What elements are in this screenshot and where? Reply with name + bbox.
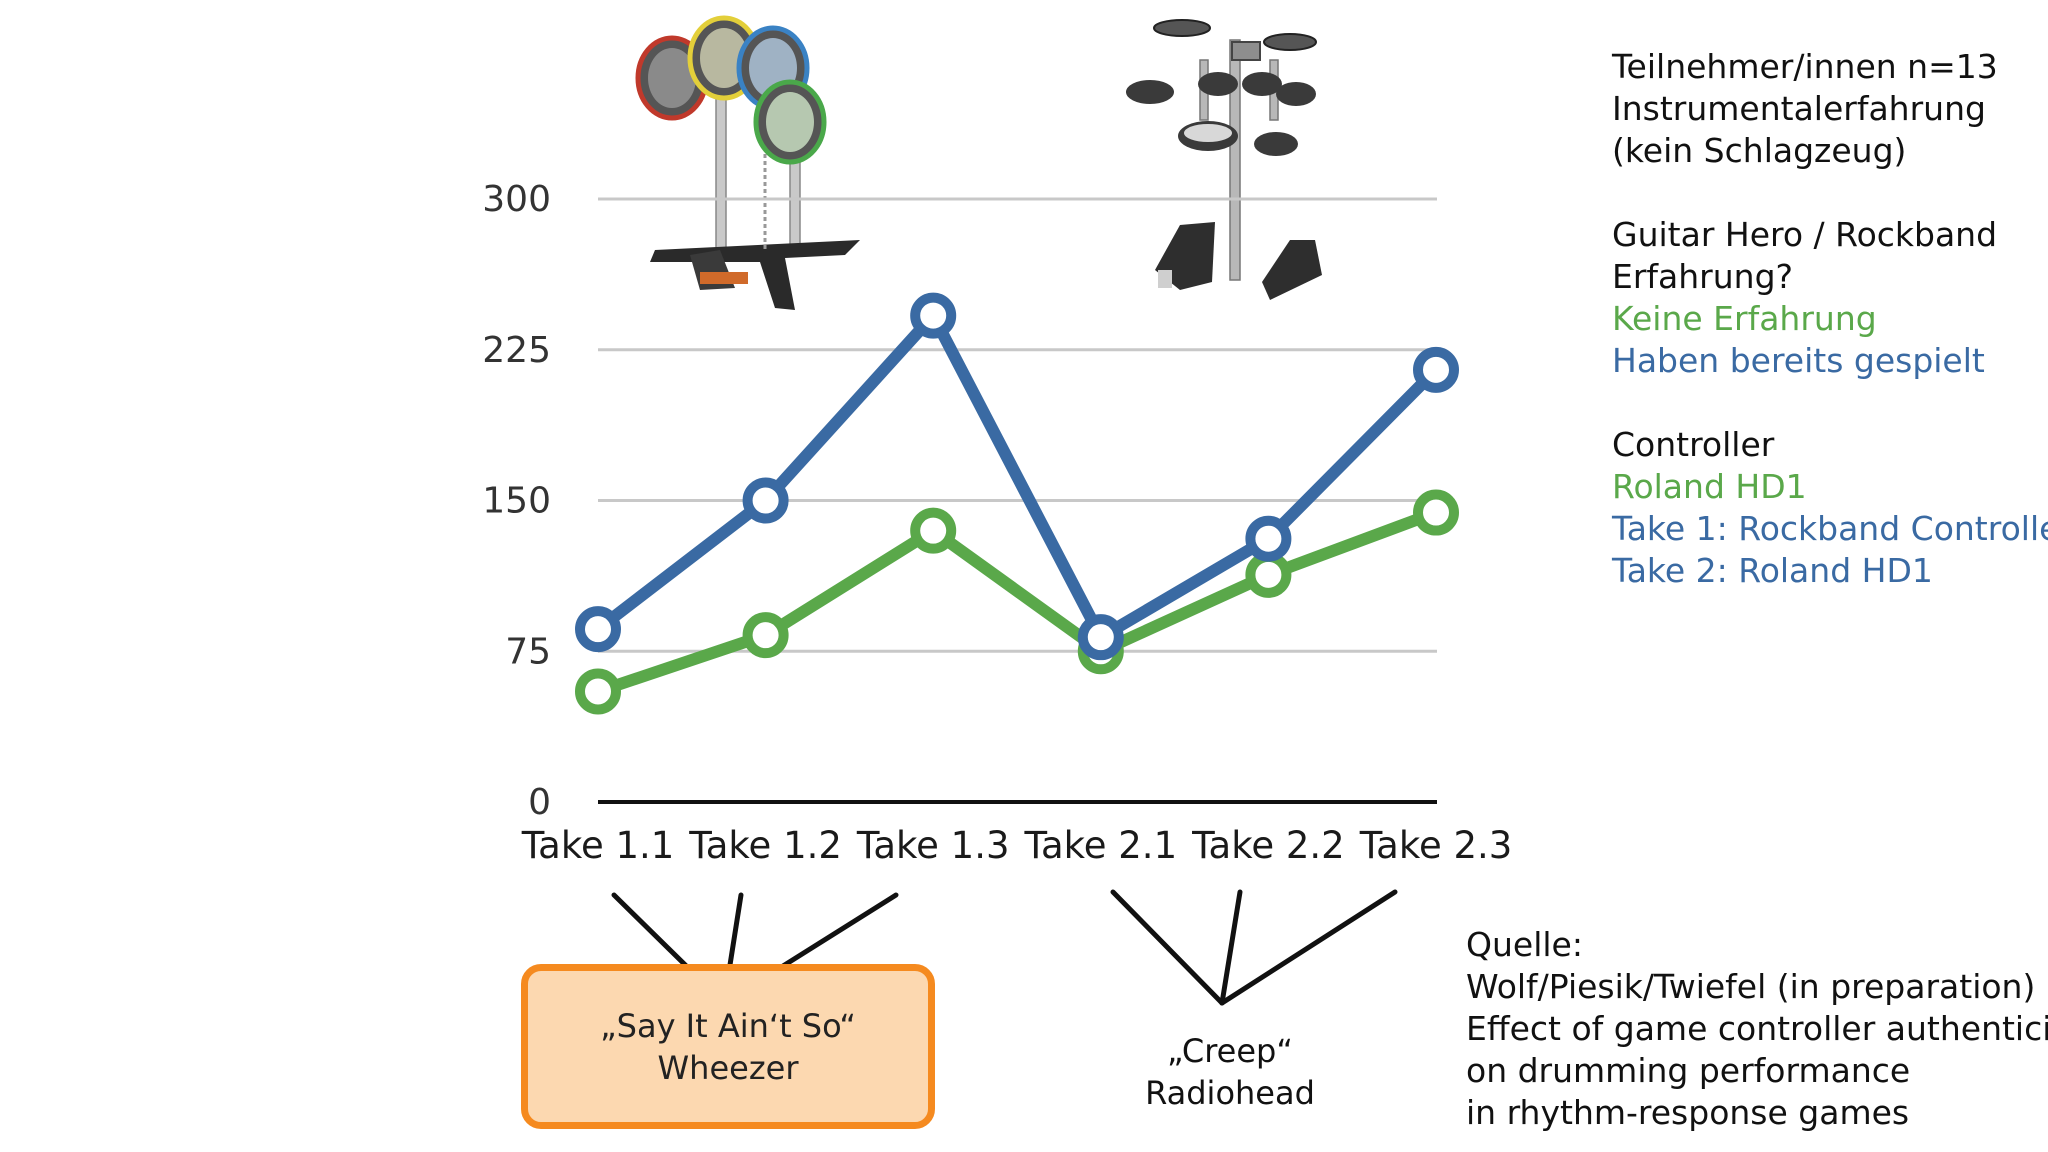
experience-green-entry: Keine Erfahrung xyxy=(1612,299,1877,338)
source-line-4: in rhythm-response games xyxy=(1466,1093,1910,1132)
data-point xyxy=(910,292,957,339)
participants-line-2: Instrumentalerfahrung xyxy=(1612,89,1986,128)
data-point xyxy=(575,606,621,653)
controller-green-entry: Roland HD1 xyxy=(1612,467,1807,506)
song1-highlight-box: „Say It Ain‘t So“ Wheezer xyxy=(521,964,935,1129)
data-point xyxy=(742,612,789,659)
toy-drum-controller-icon xyxy=(635,15,860,310)
y-tick-label: 0 xyxy=(528,782,551,823)
participants-line-1: Teilnehmer/innen n=13 xyxy=(1612,47,1998,86)
data-point xyxy=(1245,551,1292,598)
y-tick-label: 150 xyxy=(482,481,551,522)
data-point xyxy=(910,507,957,554)
song1-title: „Say It Ain‘t So“ xyxy=(600,1006,856,1045)
participants-line-3: (kein Schlagzeug) xyxy=(1612,131,1907,170)
song1-artist: Wheezer xyxy=(657,1048,799,1087)
x-axis-labels: Take 1.1 Take 1.2 Take 1.3 Take 2.1 Take 2.2… xyxy=(521,824,1513,867)
song2-connector-lines xyxy=(1110,889,1398,1006)
x-category-label: Take 1.1 xyxy=(521,824,675,867)
source-line-3: on drumming performance xyxy=(1466,1051,1911,1090)
x-category-label: Take 1.2 xyxy=(688,824,842,867)
song2-title: „Creep“ xyxy=(1167,1032,1293,1070)
data-point xyxy=(1077,614,1124,661)
x-category-label: Take 2.2 xyxy=(1191,824,1345,867)
experience-heading-1: Guitar Hero / Rockband xyxy=(1612,215,1998,254)
series-points xyxy=(575,292,1459,715)
experience-heading-2: Erfahrung? xyxy=(1612,257,1794,296)
experience-blue-entry: Haben bereits gespielt xyxy=(1612,341,1985,380)
source-block: Quelle: Wolf/Piesik/Twiefel (in preparat… xyxy=(1466,924,2048,1134)
x-category-label: Take 2.3 xyxy=(1359,824,1513,867)
song2-label: „Creep“ Radiohead xyxy=(1130,1030,1330,1114)
source-heading: Quelle: xyxy=(1466,925,1583,964)
data-point xyxy=(742,477,789,524)
y-axis-ticks: 0 75 150 225 300 xyxy=(482,179,551,823)
series-lines xyxy=(594,309,1441,698)
song2-artist: Radiohead xyxy=(1145,1074,1315,1112)
y-tick-label: 75 xyxy=(505,631,551,672)
data-point xyxy=(1413,489,1459,536)
controller-heading: Controller xyxy=(1612,425,1775,464)
data-point xyxy=(1245,515,1292,562)
x-category-label: Take 1.3 xyxy=(856,824,1010,867)
y-tick-label: 225 xyxy=(482,330,551,371)
y-tick-label: 300 xyxy=(482,179,551,220)
electronic-drum-kit-icon xyxy=(1126,19,1322,300)
legend-block: Teilnehmer/innen n=13 Instrumentalerfahr… xyxy=(1612,46,2048,592)
series-line xyxy=(596,506,1439,698)
source-line-2: Effect of game controller authenticity xyxy=(1466,1009,2048,1048)
series-line xyxy=(594,309,1441,644)
x-category-label: Take 2.1 xyxy=(1023,824,1177,867)
controller-blue-entry-2: Take 2: Roland HD1 xyxy=(1612,551,1933,590)
data-point xyxy=(575,668,621,715)
grid-lines xyxy=(598,197,1437,804)
controller-blue-entry-1: Take 1: Rockband Controller xyxy=(1612,509,2048,548)
source-line-1: Wolf/Piesik/Twiefel (in preparation) xyxy=(1466,967,2036,1006)
data-point xyxy=(1413,346,1459,393)
